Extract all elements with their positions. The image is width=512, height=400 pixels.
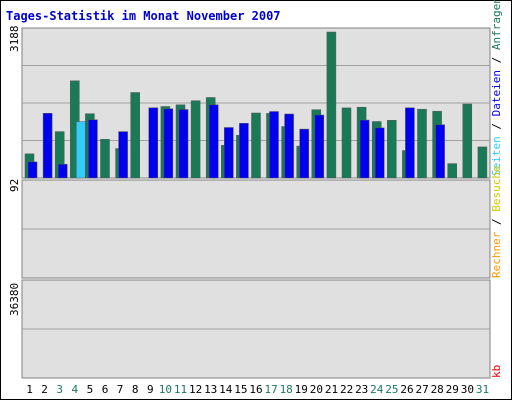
x-tick-label-7: 7	[117, 383, 124, 396]
x-tick-label-18: 18	[280, 383, 293, 396]
x-tick-label-28: 28	[431, 383, 444, 396]
x-tick-label-23: 23	[355, 383, 368, 396]
top-anfragen-bar-16	[251, 112, 261, 179]
top-anfragen-bar-8	[130, 92, 140, 179]
top-max-label: 3188	[8, 26, 21, 53]
legend-dateien: Dateien	[490, 70, 503, 116]
x-tick-label-24: 24	[370, 383, 384, 396]
legend-rechner: Rechner	[490, 231, 503, 278]
x-tick-label-31: 31	[476, 383, 489, 396]
legend-seiten: Seiten	[490, 136, 503, 176]
top-anfragen-bar-30	[462, 103, 473, 179]
x-tick-label-14: 14	[219, 383, 233, 396]
top-anfragen-bar-25	[387, 120, 397, 179]
legend-sep-1: /	[490, 123, 503, 130]
top-dateien-bar-7	[118, 131, 128, 179]
x-tick-label-9: 9	[147, 383, 154, 396]
legend-sep-2: /	[490, 57, 503, 64]
legend-top: Seiten / Dateien / Anfragen	[490, 0, 503, 176]
x-tick-label-12: 12	[189, 383, 202, 396]
top-dateien-bar-9	[148, 107, 159, 179]
top-dateien-bar-20	[314, 114, 325, 179]
x-tick-label-11: 11	[174, 383, 187, 396]
x-tick-label-2: 2	[41, 383, 48, 396]
legend-anfragen: Anfragen	[490, 0, 503, 50]
top-dateien-bar-10	[163, 108, 174, 179]
top-anfragen-bar-29	[447, 163, 457, 179]
x-tick-label-16: 16	[249, 383, 262, 396]
x-tick-label-30: 30	[461, 383, 474, 396]
x-tick-label-27: 27	[415, 383, 428, 396]
top-dateien-bar-13	[208, 104, 219, 179]
top-dateien-bar-11	[178, 109, 189, 179]
x-tick-label-4: 4	[71, 383, 78, 396]
x-tick-label-5: 5	[87, 383, 94, 396]
top-dateien-bar-24	[374, 127, 385, 179]
top-dateien-bar-5	[88, 119, 98, 179]
x-tick-label-15: 15	[234, 383, 247, 396]
x-tick-label-8: 8	[132, 383, 139, 396]
top-dateien-bar-19	[299, 128, 309, 179]
x-tick-label-10: 10	[159, 383, 172, 396]
x-tick-label-22: 22	[340, 383, 353, 396]
legend-bottom: kb	[490, 365, 503, 378]
top-dateien-bar-26	[405, 107, 415, 179]
top-anfragen-bar-27	[417, 108, 427, 179]
top-dateien-bar-28	[435, 124, 445, 179]
top-dateien-bar-15	[239, 123, 249, 179]
top-anfragen-bar-22	[341, 107, 352, 179]
chart-title: Tages-Statistik im Monat November 2007	[6, 9, 281, 23]
top-seiten-bar-4	[76, 121, 86, 179]
x-tick-label-3: 3	[56, 383, 63, 396]
x-tick-label-20: 20	[310, 383, 323, 396]
legend-middle: Rechner / Besuche	[490, 165, 503, 278]
top-anfragen-bar-21	[326, 31, 337, 179]
x-tick-label-6: 6	[102, 383, 109, 396]
top-dateien-bar-14	[224, 127, 234, 179]
top-dateien-bar-1	[27, 161, 38, 179]
bottom-max-label: 36380	[8, 283, 21, 316]
x-tick-label-17: 17	[264, 383, 277, 396]
top-anfragen-bar-31	[477, 146, 488, 179]
top-anfragen-bar-12	[190, 100, 201, 179]
top-dateien-bar-17	[269, 111, 279, 179]
top-dateien-bar-18	[284, 113, 294, 179]
top-anfragen-bar-6	[100, 139, 110, 179]
top-dateien-bar-2	[42, 113, 53, 179]
x-tick-label-19: 19	[295, 383, 308, 396]
x-tick-label-13: 13	[204, 383, 217, 396]
x-tick-label-26: 26	[400, 383, 413, 396]
legend-kb: kb	[490, 365, 503, 378]
legend-sep-3: /	[490, 218, 503, 225]
legend-besuche: Besuche	[490, 165, 503, 211]
x-tick-label-29: 29	[446, 383, 459, 396]
x-tick-label-25: 25	[385, 383, 398, 396]
top-dateien-bar-3	[57, 164, 68, 179]
top-dateien-bar-23	[359, 119, 370, 179]
middle-max-label: 92	[8, 179, 21, 192]
x-tick-label-21: 21	[325, 383, 338, 396]
x-tick-label-1: 1	[26, 383, 33, 396]
